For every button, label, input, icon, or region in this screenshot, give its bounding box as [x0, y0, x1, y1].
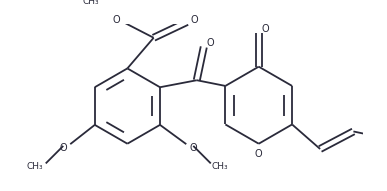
Text: CH₃: CH₃ — [27, 162, 44, 171]
Text: O: O — [262, 24, 270, 34]
Text: CH₃: CH₃ — [82, 0, 99, 6]
Text: CH₃: CH₃ — [211, 162, 228, 171]
Text: O: O — [255, 149, 262, 159]
Text: O: O — [207, 38, 215, 48]
Text: O: O — [60, 143, 67, 153]
Text: O: O — [112, 15, 120, 25]
Text: O: O — [190, 143, 197, 153]
Text: O: O — [190, 15, 198, 25]
